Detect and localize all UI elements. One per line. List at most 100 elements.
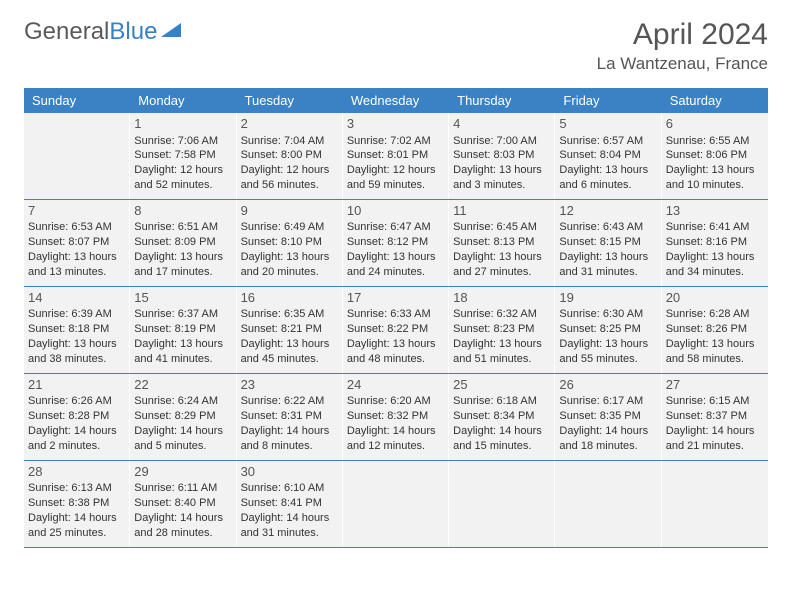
day-cell-16: 16Sunrise: 6:35 AMSunset: 8:21 PMDayligh… (237, 287, 343, 373)
day-sunset: Sunset: 8:22 PM (347, 322, 444, 337)
day-sunrise: Sunrise: 6:43 AM (559, 220, 656, 235)
day-daylight: Daylight: 14 hours and 12 minutes. (347, 424, 444, 454)
day-cell-20: 20Sunrise: 6:28 AMSunset: 8:26 PMDayligh… (662, 287, 768, 373)
week-row: 1Sunrise: 7:06 AMSunset: 7:58 PMDaylight… (24, 113, 768, 200)
day-daylight: Daylight: 12 hours and 59 minutes. (347, 163, 444, 193)
day-sunrise: Sunrise: 7:00 AM (453, 134, 550, 149)
day-daylight: Daylight: 13 hours and 41 minutes. (134, 337, 231, 367)
day-number: 26 (559, 376, 656, 394)
day-sunset: Sunset: 8:19 PM (134, 322, 231, 337)
day-cell-10: 10Sunrise: 6:47 AMSunset: 8:12 PMDayligh… (343, 200, 449, 286)
day-daylight: Daylight: 12 hours and 56 minutes. (241, 163, 338, 193)
logo-triangle-icon (161, 18, 183, 46)
day-header-row: SundayMondayTuesdayWednesdayThursdayFrid… (24, 88, 768, 113)
day-number: 13 (666, 202, 764, 220)
day-cell-8: 8Sunrise: 6:51 AMSunset: 8:09 PMDaylight… (130, 200, 236, 286)
day-daylight: Daylight: 13 hours and 58 minutes. (666, 337, 764, 367)
day-daylight: Daylight: 14 hours and 25 minutes. (28, 511, 125, 541)
day-sunset: Sunset: 8:12 PM (347, 235, 444, 250)
day-sunrise: Sunrise: 6:30 AM (559, 307, 656, 322)
day-sunset: Sunset: 8:09 PM (134, 235, 231, 250)
day-sunrise: Sunrise: 6:35 AM (241, 307, 338, 322)
day-sunset: Sunset: 8:29 PM (134, 409, 231, 424)
empty-cell (555, 461, 661, 547)
day-sunrise: Sunrise: 7:02 AM (347, 134, 444, 149)
day-daylight: Daylight: 13 hours and 3 minutes. (453, 163, 550, 193)
week-row: 7Sunrise: 6:53 AMSunset: 8:07 PMDaylight… (24, 200, 768, 287)
day-number: 20 (666, 289, 764, 307)
day-sunrise: Sunrise: 6:55 AM (666, 134, 764, 149)
day-number: 12 (559, 202, 656, 220)
day-cell-22: 22Sunrise: 6:24 AMSunset: 8:29 PMDayligh… (130, 374, 236, 460)
week-row: 28Sunrise: 6:13 AMSunset: 8:38 PMDayligh… (24, 461, 768, 548)
day-sunrise: Sunrise: 6:53 AM (28, 220, 125, 235)
day-daylight: Daylight: 13 hours and 55 minutes. (559, 337, 656, 367)
day-daylight: Daylight: 14 hours and 15 minutes. (453, 424, 550, 454)
day-header-tuesday: Tuesday (237, 88, 343, 113)
day-number: 16 (241, 289, 338, 307)
day-cell-2: 2Sunrise: 7:04 AMSunset: 8:00 PMDaylight… (237, 113, 343, 199)
day-cell-11: 11Sunrise: 6:45 AMSunset: 8:13 PMDayligh… (449, 200, 555, 286)
week-row: 21Sunrise: 6:26 AMSunset: 8:28 PMDayligh… (24, 374, 768, 461)
day-number: 4 (453, 115, 550, 133)
day-daylight: Daylight: 13 hours and 24 minutes. (347, 250, 444, 280)
day-number: 21 (28, 376, 125, 394)
day-cell-19: 19Sunrise: 6:30 AMSunset: 8:25 PMDayligh… (555, 287, 661, 373)
month-title: April 2024 (597, 18, 768, 52)
day-cell-24: 24Sunrise: 6:20 AMSunset: 8:32 PMDayligh… (343, 374, 449, 460)
day-number: 6 (666, 115, 764, 133)
day-header-wednesday: Wednesday (343, 88, 449, 113)
day-sunset: Sunset: 8:15 PM (559, 235, 656, 250)
day-sunset: Sunset: 8:32 PM (347, 409, 444, 424)
day-header-friday: Friday (555, 88, 661, 113)
day-number: 19 (559, 289, 656, 307)
day-sunrise: Sunrise: 7:06 AM (134, 134, 231, 149)
day-daylight: Daylight: 13 hours and 27 minutes. (453, 250, 550, 280)
day-daylight: Daylight: 14 hours and 31 minutes. (241, 511, 338, 541)
day-cell-23: 23Sunrise: 6:22 AMSunset: 8:31 PMDayligh… (237, 374, 343, 460)
day-number: 2 (241, 115, 338, 133)
day-sunrise: Sunrise: 6:24 AM (134, 394, 231, 409)
day-sunset: Sunset: 8:10 PM (241, 235, 338, 250)
day-sunset: Sunset: 8:03 PM (453, 148, 550, 163)
day-sunrise: Sunrise: 6:20 AM (347, 394, 444, 409)
day-cell-14: 14Sunrise: 6:39 AMSunset: 8:18 PMDayligh… (24, 287, 130, 373)
day-sunrise: Sunrise: 6:39 AM (28, 307, 125, 322)
day-sunrise: Sunrise: 6:26 AM (28, 394, 125, 409)
logo-text-2: Blue (109, 18, 157, 46)
day-number: 11 (453, 202, 550, 220)
day-number: 8 (134, 202, 231, 220)
day-cell-26: 26Sunrise: 6:17 AMSunset: 8:35 PMDayligh… (555, 374, 661, 460)
day-sunrise: Sunrise: 6:11 AM (134, 481, 231, 496)
day-sunset: Sunset: 8:04 PM (559, 148, 656, 163)
day-header-monday: Monday (130, 88, 236, 113)
day-sunrise: Sunrise: 6:18 AM (453, 394, 550, 409)
day-daylight: Daylight: 14 hours and 18 minutes. (559, 424, 656, 454)
day-sunset: Sunset: 8:35 PM (559, 409, 656, 424)
day-number: 3 (347, 115, 444, 133)
day-daylight: Daylight: 13 hours and 45 minutes. (241, 337, 338, 367)
day-sunset: Sunset: 8:21 PM (241, 322, 338, 337)
day-cell-25: 25Sunrise: 6:18 AMSunset: 8:34 PMDayligh… (449, 374, 555, 460)
day-number: 7 (28, 202, 125, 220)
day-number: 15 (134, 289, 231, 307)
day-header-thursday: Thursday (449, 88, 555, 113)
day-sunset: Sunset: 8:01 PM (347, 148, 444, 163)
day-sunrise: Sunrise: 6:37 AM (134, 307, 231, 322)
day-cell-27: 27Sunrise: 6:15 AMSunset: 8:37 PMDayligh… (662, 374, 768, 460)
day-cell-12: 12Sunrise: 6:43 AMSunset: 8:15 PMDayligh… (555, 200, 661, 286)
day-header-saturday: Saturday (662, 88, 768, 113)
day-sunrise: Sunrise: 6:41 AM (666, 220, 764, 235)
day-cell-1: 1Sunrise: 7:06 AMSunset: 7:58 PMDaylight… (130, 113, 236, 199)
day-sunset: Sunset: 8:37 PM (666, 409, 764, 424)
day-number: 27 (666, 376, 764, 394)
day-daylight: Daylight: 13 hours and 48 minutes. (347, 337, 444, 367)
day-daylight: Daylight: 13 hours and 17 minutes. (134, 250, 231, 280)
day-number: 14 (28, 289, 125, 307)
day-number: 10 (347, 202, 444, 220)
day-sunset: Sunset: 8:25 PM (559, 322, 656, 337)
week-row: 14Sunrise: 6:39 AMSunset: 8:18 PMDayligh… (24, 287, 768, 374)
day-number: 9 (241, 202, 338, 220)
day-number: 17 (347, 289, 444, 307)
day-cell-15: 15Sunrise: 6:37 AMSunset: 8:19 PMDayligh… (130, 287, 236, 373)
